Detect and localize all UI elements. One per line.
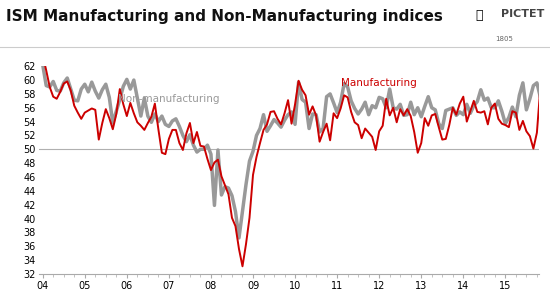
Text: PICTET: PICTET [501,9,544,19]
Text: Manufacturing: Manufacturing [342,78,417,88]
Text: 1805: 1805 [495,36,513,42]
Text: Non-manufacturing: Non-manufacturing [118,94,220,104]
Text: 🦁: 🦁 [476,9,483,22]
Text: ISM Manufacturing and Non-Manufacturing indices: ISM Manufacturing and Non-Manufacturing … [6,9,442,24]
